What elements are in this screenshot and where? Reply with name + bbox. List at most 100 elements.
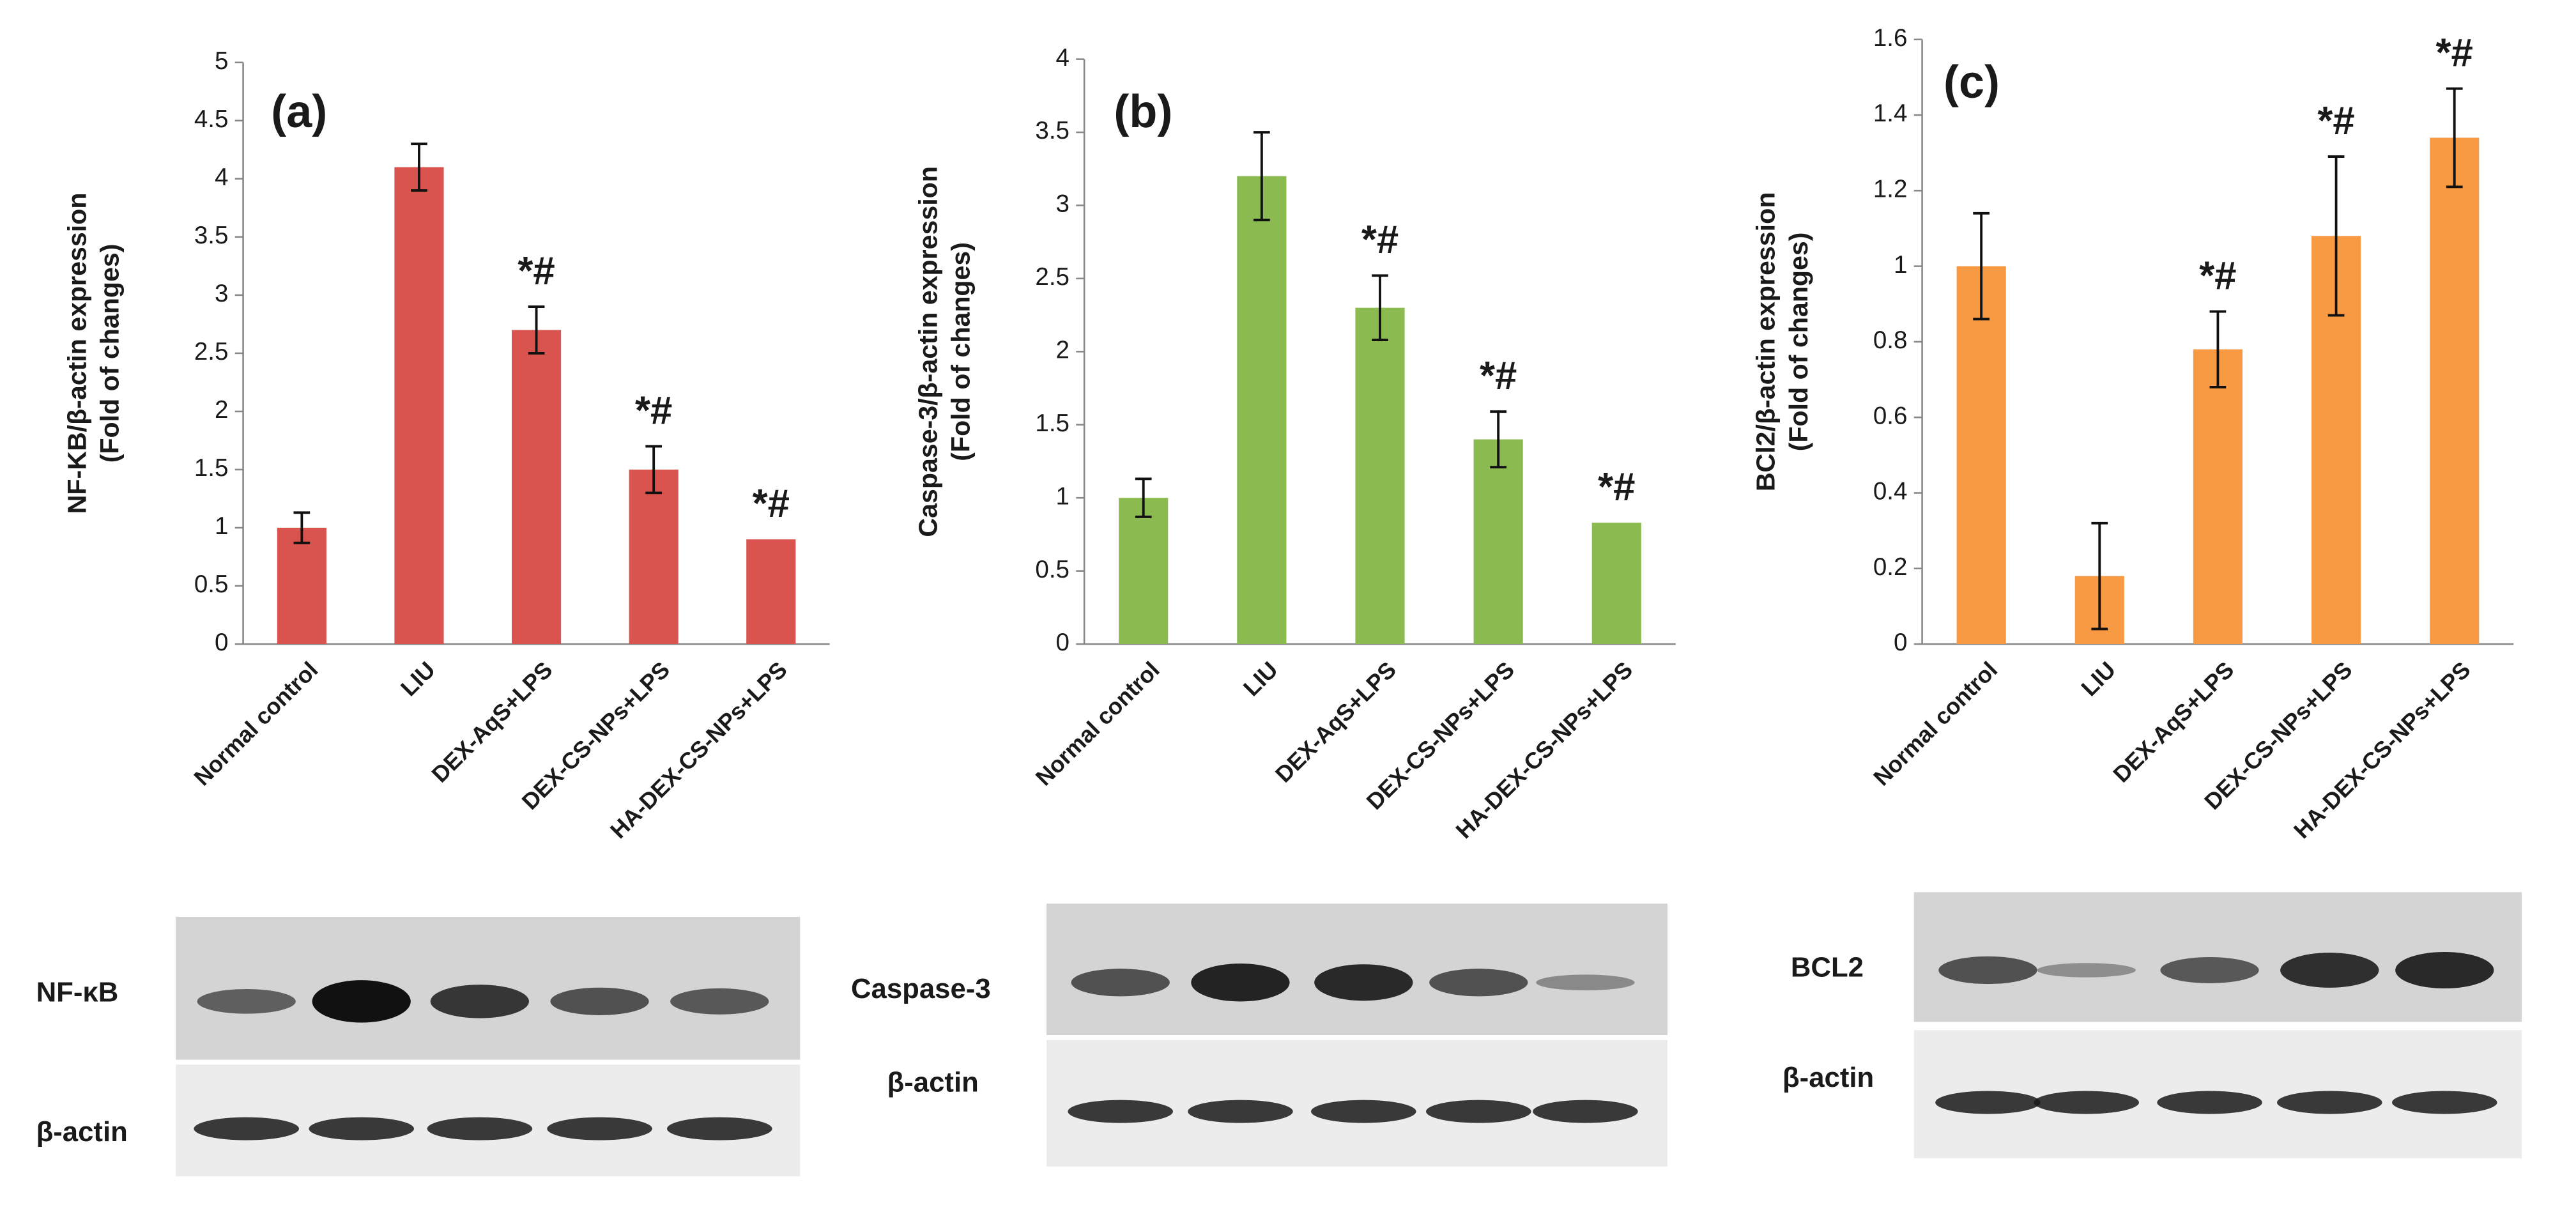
bar: [1237, 176, 1287, 645]
y-axis-label: BCl2/β-actin expression: [1751, 192, 1781, 491]
error-bar: [293, 511, 310, 544]
blot-band: [2280, 953, 2379, 988]
blot-band: [2160, 957, 2259, 983]
error-bar: [1372, 274, 1388, 341]
x-tick-label: Normal control: [1031, 656, 1165, 790]
error-bar: [1973, 211, 1990, 321]
y-axis-label: (Fold of changes): [946, 242, 976, 461]
y-tick-label: 1: [1894, 251, 1907, 279]
panel-label: (b): [1114, 86, 1172, 137]
blot-band: [2392, 1091, 2497, 1114]
bar: [1956, 266, 2006, 645]
annotation: *#: [2436, 31, 2473, 75]
blot-band: [1533, 1100, 1638, 1123]
blot-label: β-actin: [887, 1067, 979, 1098]
error-bar: [2209, 310, 2227, 388]
blot-label: β-actin: [1782, 1062, 1874, 1093]
western-blot: [1913, 892, 2522, 1158]
bar: [2193, 349, 2242, 645]
y-tick-label: 0.5: [194, 571, 229, 598]
error-bar: [411, 142, 427, 192]
x-tick-label: LIU: [1238, 656, 1283, 701]
blot-band: [1429, 969, 1528, 997]
blot-band: [1935, 1091, 2041, 1114]
annotation: *#: [753, 482, 790, 526]
blot-band: [1071, 969, 1170, 997]
blot-label: β-actin: [36, 1116, 128, 1147]
blot-band: [1314, 964, 1413, 1001]
annotation: *#: [1598, 465, 1635, 509]
blot-band: [1536, 974, 1635, 991]
y-tick-label: 0.5: [1035, 556, 1070, 583]
blot-label: NF-κB: [36, 976, 119, 1008]
y-axis-label: (Fold of changes): [95, 244, 125, 463]
panel-label: (a): [271, 86, 327, 137]
blot-band: [2034, 1091, 2139, 1114]
bar: [1355, 307, 1405, 645]
error-bar: [1254, 131, 1270, 222]
y-tick-label: 1.5: [1035, 410, 1070, 437]
western-blot: [1046, 903, 1667, 1167]
error-bar: [2446, 87, 2463, 188]
blot-band: [430, 985, 529, 1018]
bar: [1119, 498, 1169, 645]
annotation: *#: [2317, 99, 2354, 143]
y-tick-label: 2: [215, 396, 228, 424]
error-bar: [1135, 477, 1152, 518]
blot-band: [309, 1117, 414, 1140]
annotation: *#: [1361, 218, 1399, 262]
bar: [1591, 523, 1641, 645]
y-tick-label: 0.4: [1873, 478, 1908, 505]
y-axis-label: Caspase-3/β-actin expression: [913, 166, 942, 537]
y-tick-label: 5: [215, 47, 228, 75]
error-bar: [2091, 521, 2108, 631]
blot-band: [2037, 963, 2136, 978]
y-tick-label: 1: [1056, 482, 1070, 510]
x-tick-label: DEX-AqS+LPS: [1270, 656, 1401, 787]
bar: [629, 469, 678, 645]
y-tick-label: 1.5: [194, 454, 229, 482]
y-tick-label: 1.6: [1873, 24, 1908, 52]
bar: [746, 539, 796, 645]
blot-band: [1426, 1100, 1531, 1123]
x-tick-label: LIU: [2076, 656, 2120, 701]
annotation: *#: [518, 249, 555, 293]
bar: [277, 528, 326, 645]
blot-band: [547, 1117, 652, 1140]
annotation: *#: [635, 388, 672, 433]
blot-label: BCL2: [1791, 952, 1864, 983]
blot-band: [667, 1117, 772, 1140]
blot-band: [550, 987, 649, 1015]
y-tick-label: 3.5: [194, 222, 229, 249]
blot-band: [2395, 951, 2494, 989]
blot-band: [2157, 1091, 2262, 1114]
x-tick-label: Normal control: [1868, 656, 2002, 790]
x-tick-label: LIU: [395, 656, 440, 701]
blot-band: [194, 1117, 299, 1140]
y-tick-label: 3.5: [1035, 117, 1070, 144]
blot-band: [1191, 963, 1290, 1002]
y-tick-label: 3: [215, 280, 228, 307]
y-tick-label: 0: [1056, 629, 1070, 656]
y-tick-label: 0.6: [1873, 402, 1908, 429]
blot-band: [1938, 956, 2037, 985]
y-tick-label: 4.5: [194, 105, 229, 133]
y-tick-label: 0: [215, 629, 228, 656]
y-tick-label: 0.8: [1873, 326, 1908, 354]
y-tick-label: 0.2: [1873, 553, 1908, 581]
error-bar: [1490, 410, 1506, 469]
error-bar: [2327, 155, 2345, 317]
blot-band: [427, 1117, 533, 1140]
y-axis-label: (Fold of changes): [1784, 233, 1813, 452]
annotation: *#: [2199, 254, 2236, 298]
x-tick-label: DEX-AqS+LPS: [426, 656, 557, 787]
y-tick-label: 1.2: [1873, 176, 1908, 203]
blot-label: Caspase-3: [851, 973, 991, 1004]
blot-band: [1188, 1100, 1293, 1123]
western-blot: [176, 916, 801, 1177]
blot-band: [670, 988, 769, 1015]
blot-band: [312, 980, 411, 1023]
bar: [394, 167, 444, 645]
